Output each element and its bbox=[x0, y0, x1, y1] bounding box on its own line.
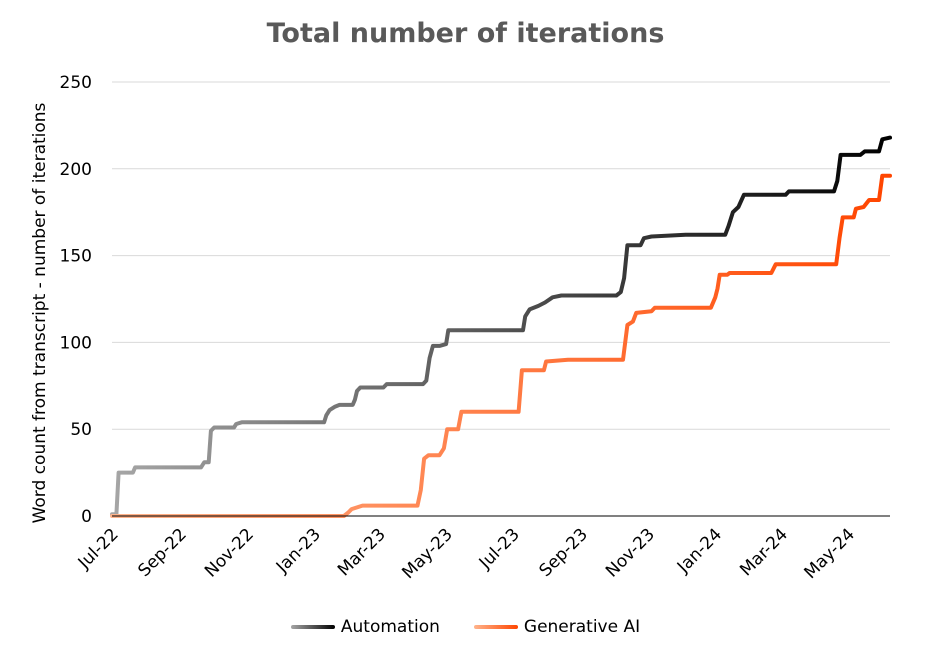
legend-label: Automation bbox=[340, 617, 440, 637]
series-lines bbox=[110, 135, 892, 518]
series-line-automation bbox=[110, 135, 892, 517]
y-axis-ticks: 0 50 100 150 200 250 bbox=[60, 73, 92, 527]
legend: Automation Generative AI bbox=[0, 617, 931, 637]
x-tick-label: Jan-24 bbox=[673, 525, 726, 578]
x-tick-label: Nov-22 bbox=[201, 525, 258, 582]
legend-label: Generative AI bbox=[523, 617, 641, 637]
x-tick-label: Mar-24 bbox=[736, 525, 792, 581]
x-tick-label: Jul-22 bbox=[74, 525, 123, 574]
x-tick-label: May-23 bbox=[398, 525, 456, 583]
y-tick-label: 0 bbox=[81, 507, 92, 527]
y-tick-label: 250 bbox=[60, 73, 92, 93]
legend-swatch bbox=[473, 625, 518, 629]
legend-swatch bbox=[290, 625, 335, 629]
x-tick-label: Jul-23 bbox=[475, 525, 524, 574]
y-tick-label: 200 bbox=[60, 160, 92, 180]
series-line-generative-ai bbox=[110, 173, 892, 518]
y-tick-label: 100 bbox=[60, 333, 92, 353]
chart-title: Total number of iterations bbox=[266, 18, 665, 49]
x-tick-label: Sep-23 bbox=[536, 525, 592, 581]
line-chart: 0 50 100 150 200 250 Jul-22 Sep-22 Nov-22 Jan-23… bbox=[30, 73, 892, 583]
legend-item: Generative AI bbox=[473, 617, 641, 637]
y-tick-label: 50 bbox=[70, 420, 92, 440]
legend-item: Automation bbox=[290, 617, 440, 637]
x-tick-label: Jan-23 bbox=[272, 525, 325, 578]
gridlines bbox=[112, 81, 890, 430]
x-axis-ticks: Jul-22 Sep-22 Nov-22 Jan-23 Mar-23 May-23 Jul-… bbox=[74, 525, 859, 583]
y-tick-label: 150 bbox=[60, 247, 92, 267]
y-axis-label: Word count from transcript - number of i… bbox=[30, 102, 50, 523]
x-tick-label: Sep-22 bbox=[134, 525, 190, 581]
x-tick-label: Nov-23 bbox=[602, 525, 659, 582]
x-tick-label: Mar-23 bbox=[334, 525, 390, 581]
x-tick-label: May-24 bbox=[801, 525, 859, 583]
